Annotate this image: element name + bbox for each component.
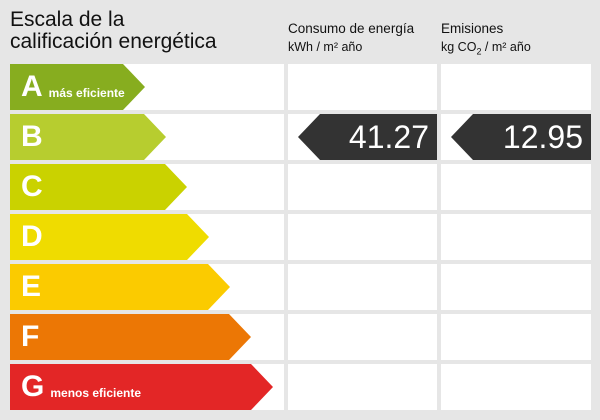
rating-bar-g: G menos eficiente <box>10 364 273 410</box>
consumo-header: Consumo de energía kWh / m² año <box>288 19 414 57</box>
consumo-cell: 41.27 <box>288 114 437 160</box>
rating-letter: C <box>21 170 43 203</box>
rating-row-a: A más eficiente <box>10 64 284 110</box>
emisiones-cell <box>441 264 591 310</box>
consumo-cell <box>288 214 437 260</box>
emisiones-cell <box>441 64 591 110</box>
consumo-value-marker: 41.27 <box>298 114 437 160</box>
emisiones-unit-a: kg CO <box>441 40 477 54</box>
page-title: Escala de la calificación energética <box>10 9 217 53</box>
rating-letter: E <box>21 270 42 303</box>
consumo-cell <box>288 64 437 110</box>
emisiones-cell <box>441 214 591 260</box>
emisiones-cell <box>441 364 591 410</box>
emisiones-unit-b: / m² año <box>481 40 531 54</box>
rating-bar-e: E <box>10 264 230 310</box>
rating-row-c: C <box>10 164 284 210</box>
rating-label: más eficiente <box>48 86 125 100</box>
emisiones-value-marker: 12.95 <box>451 114 591 160</box>
consumo-cell <box>288 164 437 210</box>
title-line-2: calificación energética <box>10 30 217 53</box>
consumo-cell <box>288 364 437 410</box>
rating-row-e: E <box>10 264 284 310</box>
rating-row-d: D <box>10 214 284 260</box>
rating-row-f: F <box>10 314 284 360</box>
emisiones-header: Emisiones kg CO2 / m² año <box>441 19 531 62</box>
rating-row-g: G menos eficiente <box>10 364 284 410</box>
emisiones-cell <box>441 314 591 360</box>
rating-label: menos eficiente <box>50 386 142 400</box>
rating-letter: D <box>21 220 43 253</box>
emisiones-cell: 12.95 <box>441 114 591 160</box>
rating-bar-d: D <box>10 214 209 260</box>
consumo-header-line1: Consumo de energía <box>288 21 415 36</box>
consumo-cell <box>288 314 437 360</box>
emisiones-cell <box>441 164 591 210</box>
consumo-header-line2: kWh / m² año <box>288 40 363 54</box>
title-line-1: Escala de la <box>10 8 125 31</box>
rating-row-b: B <box>10 114 284 160</box>
emisiones-unit-sub: 2 <box>476 46 482 57</box>
rating-bar-a: A más eficiente <box>10 64 145 110</box>
rating-letter: G <box>21 370 45 403</box>
rating-letter: A <box>21 70 43 103</box>
emisiones-header-line1: Emisiones <box>441 21 504 36</box>
rating-bar-c: C <box>10 164 187 210</box>
rating-bar-b: B <box>10 114 166 160</box>
rating-bar-f: F <box>10 314 251 360</box>
consumo-cell <box>288 264 437 310</box>
rating-letter: F <box>21 320 40 353</box>
rating-letter: B <box>21 120 43 153</box>
emisiones-header-line2: kg CO2 / m² año <box>441 38 531 62</box>
